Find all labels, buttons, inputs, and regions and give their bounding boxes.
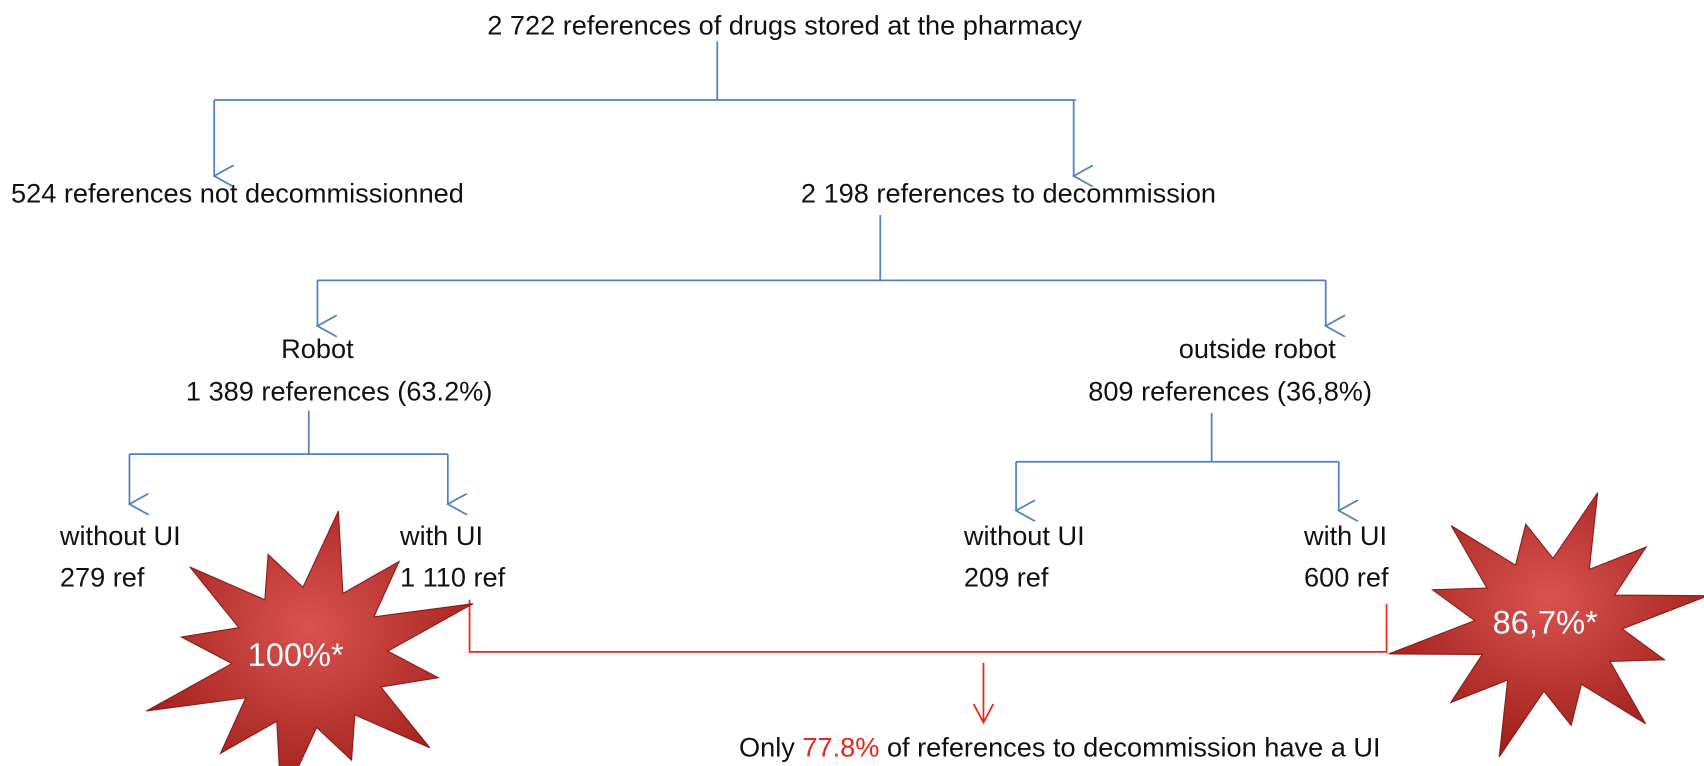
connectors — [129, 41, 1388, 725]
burst-label: 86,7%* — [1493, 603, 1598, 640]
leaf-label: without UI — [59, 520, 181, 551]
bursts: 100%* 86,7%* — [146, 492, 1704, 766]
leaf-count: 600 ref — [1304, 561, 1389, 592]
red-arrow — [972, 662, 995, 725]
leaf-count: 279 ref — [60, 561, 145, 592]
connector — [214, 41, 1076, 101]
conclusion-after: of references to decommission have a UI — [879, 732, 1380, 763]
robot-title: Robot — [281, 333, 354, 364]
conclusion-before: Only — [739, 732, 802, 763]
connector — [317, 215, 1326, 282]
right-node: 2 198 references to decommission — [801, 178, 1216, 209]
connector — [129, 410, 448, 456]
outside-title: outside robot — [1179, 333, 1336, 364]
conclusion: Only 77.8% of references to decommission… — [739, 732, 1381, 763]
left-node: 524 references not decommissionned — [11, 178, 464, 209]
leaf-label: with UI — [1303, 520, 1387, 551]
labels: 2 722 references of drugs stored at the … — [11, 9, 1389, 763]
root-node: 2 722 references of drugs stored at the … — [487, 9, 1082, 40]
robot-count: 1 389 references (63.2%) — [186, 375, 492, 406]
red-connector — [468, 599, 1388, 653]
connector — [1016, 412, 1339, 463]
leaf-label: without UI — [963, 520, 1085, 551]
outside-count: 809 references (36,8%) — [1088, 375, 1372, 406]
leaf-count: 209 ref — [964, 561, 1049, 592]
burst-shape — [146, 510, 474, 766]
leaf-count: 1 110 ref — [400, 561, 506, 592]
leaf-label: with UI — [399, 520, 483, 551]
burst-shape — [1388, 492, 1704, 758]
burst-label: 100%* — [248, 636, 344, 673]
conclusion-highlight: 77.8% — [802, 732, 879, 763]
